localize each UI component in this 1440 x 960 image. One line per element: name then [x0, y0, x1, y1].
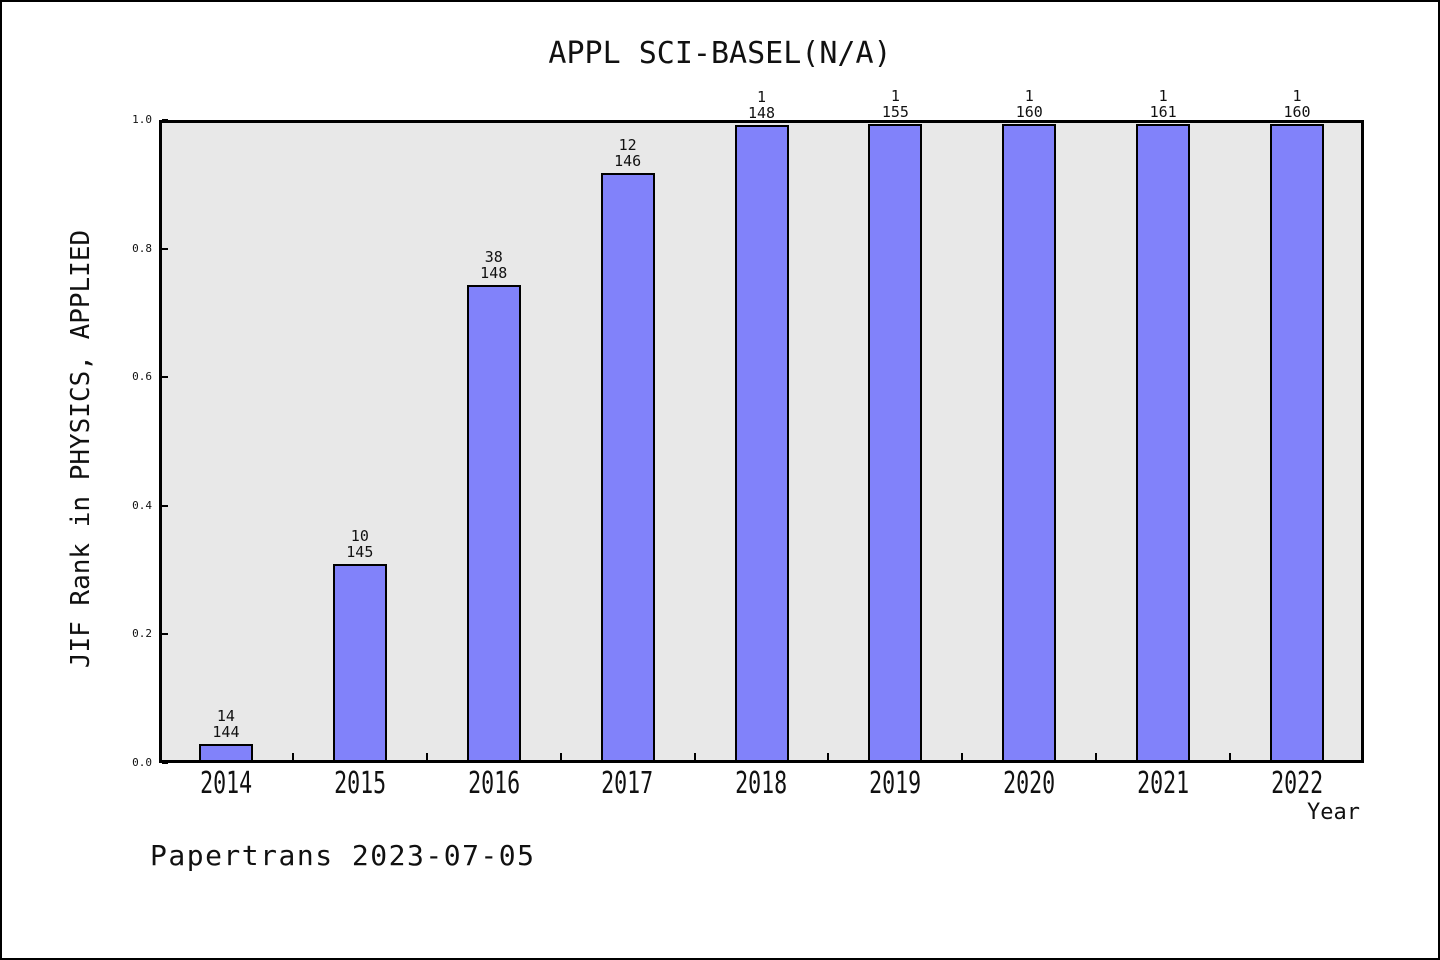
x-tick-label-2016: 2016 — [434, 768, 554, 800]
x-minor-tick — [559, 753, 562, 760]
bar-2020 — [1002, 123, 1057, 763]
bar-total-value: 144 — [212, 722, 240, 741]
bar-value-label: 1 148 — [748, 89, 775, 121]
x-tick-label-text: 2014 — [199, 766, 252, 801]
bar-rank-value: 10 — [350, 526, 369, 545]
bar-total-value: 155 — [881, 102, 909, 121]
x-tick-label-2014: 2014 — [166, 768, 286, 800]
y-tick-mark — [162, 504, 168, 507]
bar-rank-value: 1 — [1292, 86, 1302, 105]
y-tick-label: 1.0 — [132, 113, 152, 126]
bar-value-label: 1 155 — [882, 88, 909, 120]
x-tick-label-text: 2020 — [1003, 766, 1056, 801]
bar-total-value: 148 — [747, 103, 776, 122]
x-minor-tick — [827, 753, 830, 760]
bar-2019 — [868, 123, 923, 763]
bar-2015 — [332, 563, 387, 763]
bar-rank-value: 12 — [618, 135, 637, 154]
bar-total-value: 145 — [346, 542, 374, 561]
bar-2017 — [600, 172, 655, 763]
x-tick-label-text: 2021 — [1137, 766, 1190, 801]
x-minor-tick — [1229, 753, 1232, 760]
y-tick-label: 0.0 — [132, 756, 152, 769]
bar-2022 — [1270, 123, 1325, 763]
x-tick-label-2018: 2018 — [702, 768, 822, 800]
bar-2014 — [198, 743, 253, 763]
y-tick-label: 0.4 — [132, 498, 152, 512]
bar-total-value: 160 — [1015, 102, 1043, 121]
x-tick-label-2020: 2020 — [969, 768, 1089, 800]
x-tick-label-text: 2022 — [1271, 766, 1324, 801]
bar-rank-value: 1 — [1024, 86, 1034, 105]
x-minor-tick — [1095, 753, 1098, 760]
bar-2018 — [734, 124, 789, 763]
bar-value-label: 10 145 — [346, 528, 373, 560]
x-minor-tick — [425, 753, 428, 760]
y-tick-mark — [162, 633, 168, 636]
x-axis-ticks: 2014 2015 2016 2017 2018 2019 2020 2021 2022 — [159, 768, 1364, 804]
y-tick-label: 0.6 — [132, 370, 152, 384]
x-minor-tick — [961, 753, 964, 760]
watermark-text: Papertrans 2023-07-05 — [150, 839, 536, 872]
y-tick-mark — [162, 247, 168, 250]
bar-total-value: 148 — [480, 264, 508, 283]
x-minor-tick — [693, 753, 696, 760]
plot-area: 1.0 0.8 0.6 0.4 0.2 0.0 14 144 10 145 38 148 12 146 1 1… — [132, 88, 1364, 769]
bar-rank-value: 1 — [890, 86, 900, 105]
bar-total-value: 146 — [614, 151, 642, 170]
y-tick-mark — [162, 376, 168, 379]
chart-title: APPL SCI-BASEL(N/A) — [548, 36, 892, 71]
bar-value-label: 38 148 — [480, 249, 507, 281]
bar-value-label: 1 160 — [1284, 88, 1311, 120]
bar-total-value: 160 — [1283, 102, 1311, 121]
x-minor-tick — [291, 753, 294, 760]
x-tick-label-text: 2015 — [333, 766, 386, 801]
bar-total-value: 161 — [1149, 102, 1177, 121]
bar-2016 — [466, 285, 521, 763]
y-axis-label: JIF Rank in PHYSICS, APPLIED — [66, 229, 96, 669]
bar-rank-value: 1 — [756, 87, 767, 106]
x-tick-label-text: 2017 — [601, 766, 654, 801]
x-tick-label-text: 2019 — [869, 766, 922, 801]
y-tick-mark — [162, 119, 168, 121]
x-tick-label-2017: 2017 — [568, 768, 688, 800]
bar-rank-value: 14 — [216, 706, 235, 725]
x-tick-label-2022: 2022 — [1237, 768, 1357, 800]
bar-value-label: 12 146 — [614, 137, 641, 169]
bar-rank-value: 1 — [1158, 86, 1168, 105]
bar-value-label: 1 161 — [1150, 88, 1177, 120]
x-tick-label-2019: 2019 — [835, 768, 955, 800]
x-tick-label-2015: 2015 — [300, 768, 420, 800]
y-tick-label: 0.2 — [132, 627, 152, 641]
y-tick-mark — [162, 762, 168, 764]
bar-rank-value: 38 — [484, 248, 503, 267]
bar-value-label: 1 160 — [1016, 88, 1043, 120]
x-tick-label-text: 2016 — [467, 766, 520, 801]
bar-2021 — [1136, 123, 1191, 763]
y-tick-label: 0.8 — [132, 241, 152, 255]
x-tick-label-2021: 2021 — [1103, 768, 1223, 800]
x-tick-label-text: 2018 — [735, 766, 788, 801]
bar-value-label: 14 144 — [212, 708, 239, 740]
x-axis-label: Year — [1307, 800, 1360, 825]
